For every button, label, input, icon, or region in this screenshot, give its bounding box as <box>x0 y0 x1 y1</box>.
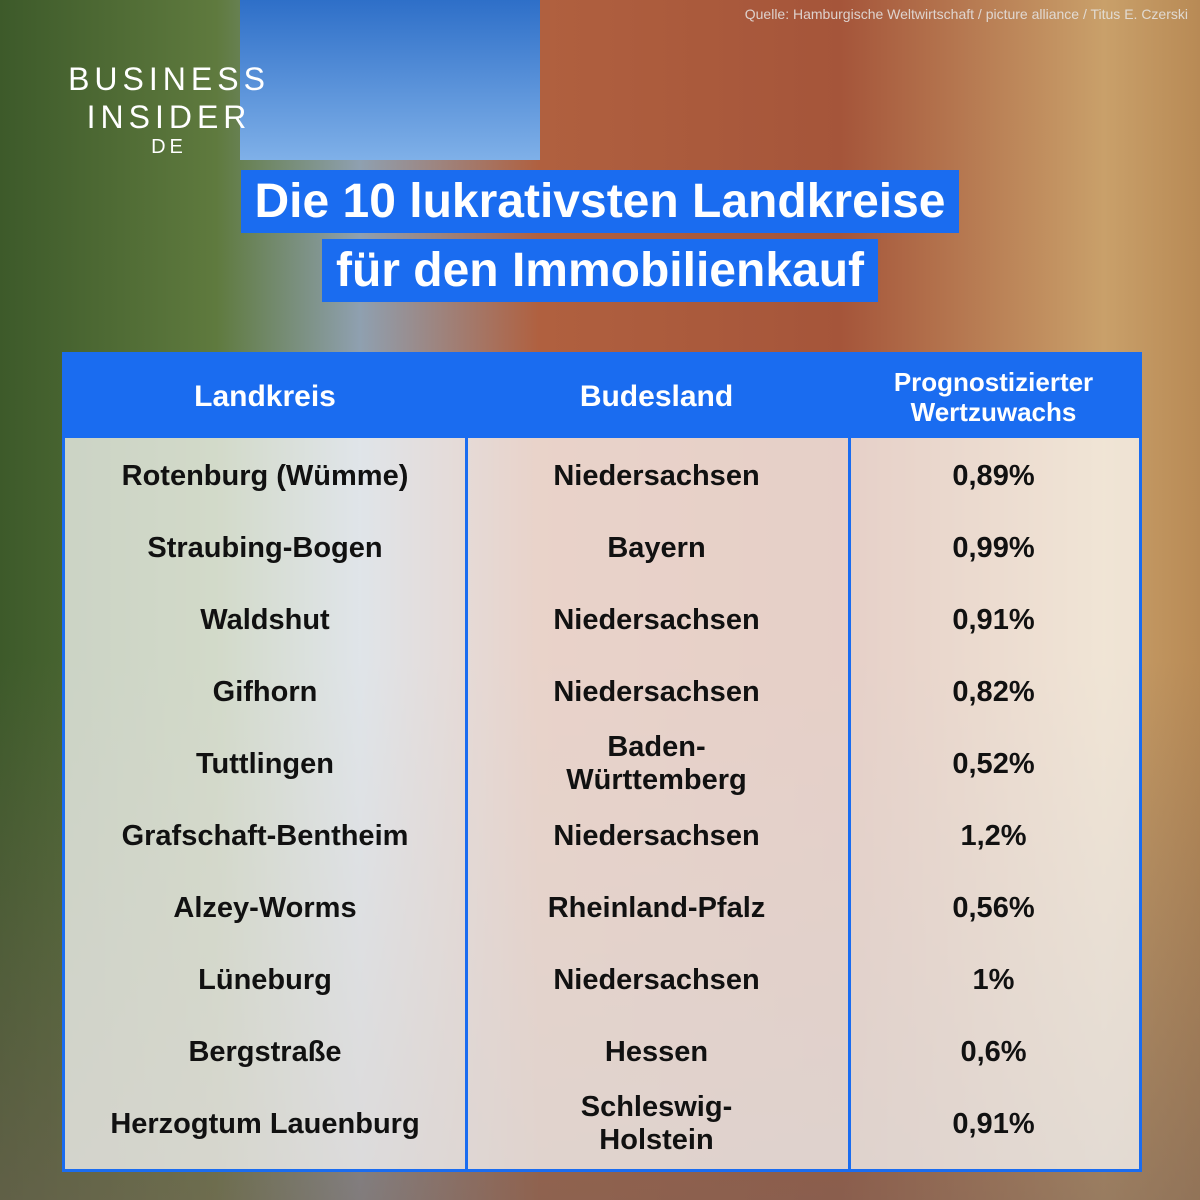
table-cell: Waldshut <box>200 603 330 636</box>
title-line: Die 10 lukrativsten Landkreise <box>240 170 960 233</box>
column-divider <box>848 438 851 1169</box>
table-cell: Schleswig- Holstein <box>580 1091 733 1156</box>
table-cell: Bergstraße <box>188 1035 342 1068</box>
title-line: für den Immobilienkauf <box>321 239 879 302</box>
table-cell: Alzey-Worms <box>173 891 357 924</box>
source: Quelle: Hamburgische Weltwirtschaft / pi… <box>744 6 1188 22</box>
table-row: Tuttlingen Baden- Württemberg 0,52% <box>65 728 1139 800</box>
table-cell: 0,6% <box>960 1035 1027 1068</box>
header-cell: Budesland <box>579 379 734 413</box>
table-row: Bergstraße Hessen 0,6% <box>65 1016 1139 1088</box>
header-cell: Prognostizierter Wertzuwachs <box>893 366 1094 427</box>
table: Landkreis Budesland Prognostizierter Wertz… <box>62 352 1142 1172</box>
table-row: Herzogtum Lauenburg Schleswig- Holstein 0,… <box>65 1088 1139 1160</box>
table-cell: Tuttlingen <box>196 747 334 780</box>
logo-line: BUSINESS <box>68 61 270 97</box>
table-cell: Bayern <box>607 531 706 564</box>
table-cell: Lüneburg <box>198 963 332 996</box>
table-cell: Niedersachsen <box>553 459 760 492</box>
logo-line: INSIDER <box>86 99 252 135</box>
table-cell: 1,2% <box>960 819 1027 852</box>
title: Die 10 lukrativsten Landkreise für den I… <box>0 170 1200 308</box>
table-row: Straubing-Bogen Bayern 0,99% <box>65 512 1139 584</box>
table-cell: 0,99% <box>952 531 1035 564</box>
table-row: Alzey-Worms Rheinland-Pfalz 0,56% <box>65 872 1139 944</box>
table-cell: Grafschaft-Bentheim <box>121 819 409 852</box>
table-cell: Niedersachsen <box>553 963 760 996</box>
table-cell: Niedersachsen <box>553 603 760 636</box>
table-row: Rotenburg (Wümme) Niedersachsen 0,89% <box>65 440 1139 512</box>
table-cell: Niedersachsen <box>553 675 760 708</box>
table-cell: 1% <box>972 963 1015 996</box>
table-cell: 0,82% <box>952 675 1035 708</box>
table-row: Waldshut Niedersachsen 0,91% <box>65 584 1139 656</box>
table-body: Rotenburg (Wümme) Niedersachsen 0,89% Strau… <box>65 438 1139 1160</box>
table-cell: Gifhorn <box>212 675 318 708</box>
table-header: Landkreis Budesland Prognostizierter Wertz… <box>65 355 1139 438</box>
header-cell: Landkreis <box>194 379 336 413</box>
table-cell: 0,56% <box>952 891 1035 924</box>
table-cell: Rheinland-Pfalz <box>547 891 766 924</box>
logo: BUSINESS INSIDER DE <box>60 60 278 158</box>
table-row: Lüneburg Niedersachsen 1% <box>65 944 1139 1016</box>
table-cell: Rotenburg (Wümme) <box>121 459 409 492</box>
table-cell: 0,89% <box>952 459 1035 492</box>
logo-edition: DE <box>151 136 187 158</box>
table-cell: Niedersachsen <box>553 819 760 852</box>
table-cell: Straubing-Bogen <box>147 531 383 564</box>
table-cell: 0,91% <box>952 603 1035 636</box>
sky <box>240 0 540 160</box>
table-cell: 0,91% <box>952 1107 1035 1140</box>
table-cell: 0,52% <box>952 747 1035 780</box>
table-row: Gifhorn Niedersachsen 0,82% <box>65 656 1139 728</box>
table-cell: Hessen <box>604 1035 709 1068</box>
column-divider <box>465 438 468 1169</box>
table-cell: Baden- Württemberg <box>566 731 747 796</box>
table-cell: Herzogtum Lauenburg <box>110 1107 420 1140</box>
table-row: Grafschaft-Bentheim Niedersachsen 1,2% <box>65 800 1139 872</box>
